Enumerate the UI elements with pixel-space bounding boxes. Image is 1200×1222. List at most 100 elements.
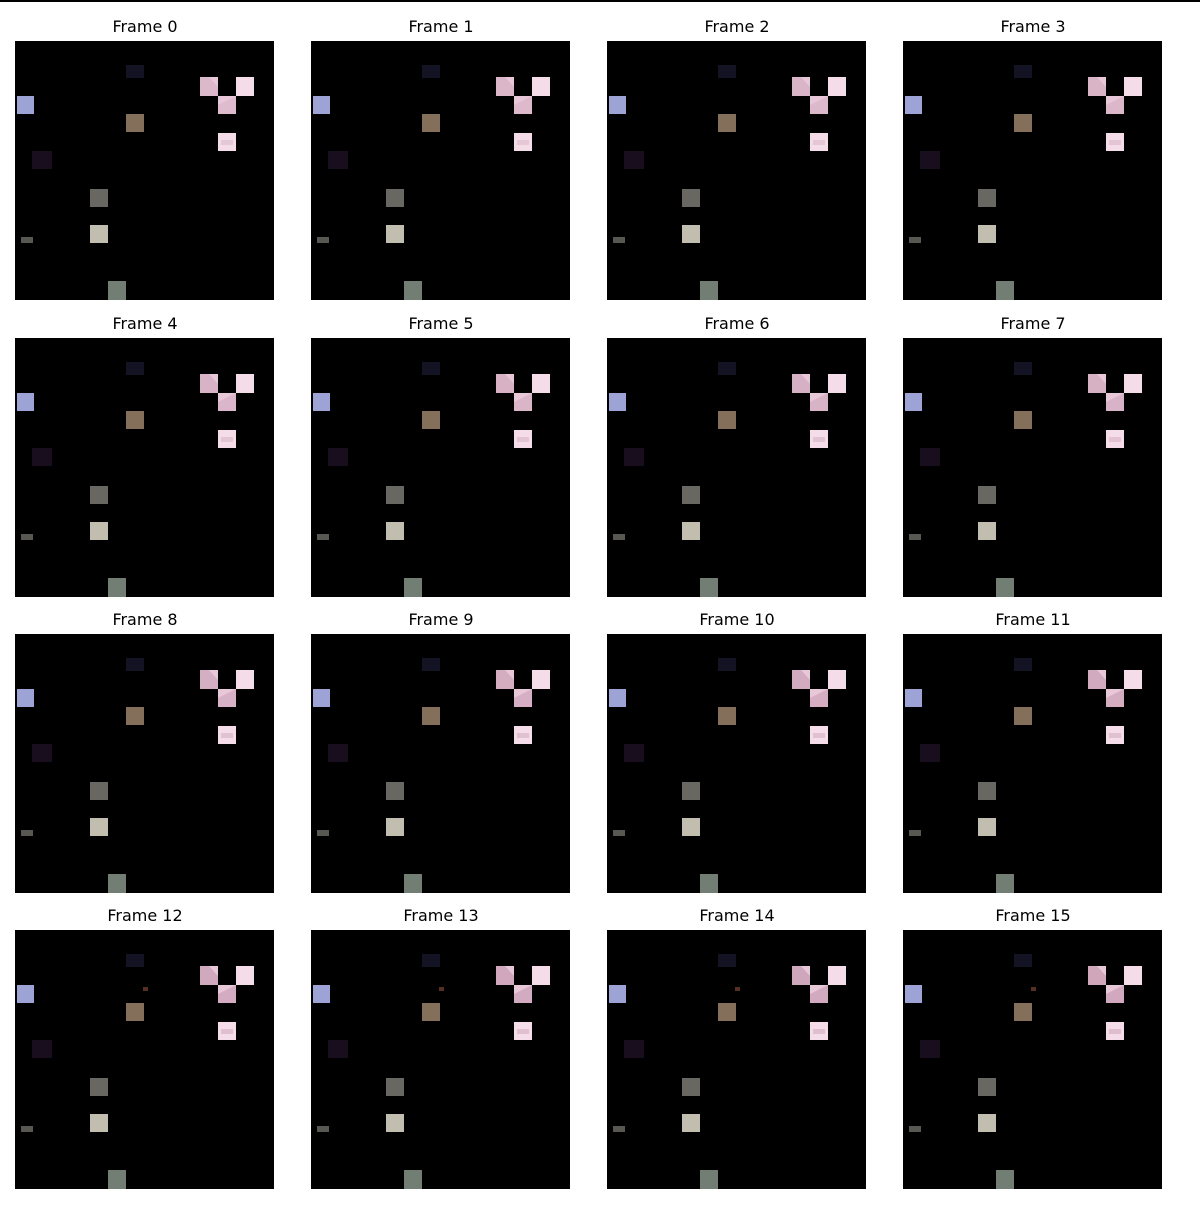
pink-shadow	[517, 733, 529, 738]
pink-shadow	[218, 393, 236, 411]
green-tile	[404, 281, 422, 300]
pink-tile	[218, 393, 236, 411]
pink-shadow	[218, 985, 236, 1003]
pink-shadow	[813, 437, 825, 442]
pink-shadow	[514, 985, 532, 1003]
pink-shadow	[514, 393, 532, 411]
frame-title: Frame 5	[408, 314, 474, 333]
frame-panel: Frame 2	[607, 0, 867, 300]
brown-tile	[422, 114, 440, 132]
lavender-tile	[313, 985, 330, 1003]
frame-title: Frame 6	[704, 314, 770, 333]
frame-panel: Frame 1	[311, 0, 571, 300]
grey-tile	[90, 1078, 108, 1096]
brown-tile	[422, 1003, 440, 1021]
pink-shadow	[517, 437, 529, 442]
pink-shadow	[517, 140, 529, 145]
dark-tile	[126, 65, 144, 78]
pink-tile	[810, 133, 828, 151]
pink-shadow	[1109, 733, 1121, 738]
grey-tile	[682, 782, 700, 800]
pink-shadow	[200, 374, 218, 393]
green-tile	[996, 1170, 1014, 1189]
lavender-tile	[905, 96, 922, 114]
small-grey-tile	[909, 534, 921, 540]
pink-tile	[532, 374, 550, 393]
dark-tile	[920, 744, 940, 762]
frame-background	[903, 634, 1162, 893]
frame-image	[903, 41, 1162, 300]
frame-panel: Frame 7	[903, 297, 1163, 597]
pink-shadow	[1106, 393, 1124, 411]
frame-title: Frame 12	[107, 906, 183, 925]
top-border-line	[0, 0, 1200, 2]
frame-title: Frame 0	[112, 17, 178, 36]
frame-background	[15, 338, 274, 597]
lavender-tile	[609, 96, 626, 114]
frame-canvas	[607, 41, 866, 300]
pink-tile	[218, 430, 236, 448]
frame-panel: Frame 3	[903, 0, 1163, 300]
pink-shadow	[496, 77, 514, 96]
small-grey-tile	[613, 237, 625, 243]
dark-tile	[920, 151, 940, 169]
pink-tile	[1106, 393, 1124, 411]
pink-tile	[828, 966, 846, 985]
frame-image	[607, 634, 866, 893]
brown-tile	[126, 707, 144, 725]
frame-panel: Frame 12	[15, 889, 275, 1189]
pink-tile	[1106, 96, 1124, 114]
pink-tile	[1124, 670, 1142, 689]
brown-tile	[718, 707, 736, 725]
pink-tile	[236, 374, 254, 393]
pink-tile	[514, 985, 532, 1003]
pink-tile	[792, 670, 810, 689]
frame-background	[311, 338, 570, 597]
dark-tile	[126, 954, 144, 967]
pink-tile	[218, 133, 236, 151]
grey-tile	[682, 486, 700, 504]
frame-title: Frame 13	[403, 906, 479, 925]
pink-shadow	[810, 393, 828, 411]
frame-canvas	[903, 338, 1162, 597]
pink-tile	[532, 966, 550, 985]
frame-title: Frame 8	[112, 610, 178, 629]
light-grey-tile	[682, 818, 700, 836]
pink-tile	[810, 393, 828, 411]
dark-tile	[32, 151, 52, 169]
pink-tile	[810, 96, 828, 114]
lavender-tile	[609, 689, 626, 707]
brown-tile	[126, 1003, 144, 1021]
dark-tile	[126, 362, 144, 375]
pink-tile	[514, 96, 532, 114]
pink-shadow	[1109, 140, 1121, 145]
grey-tile	[90, 189, 108, 207]
small-accent	[1031, 987, 1036, 991]
frame-image	[311, 930, 570, 1189]
brown-tile	[126, 411, 144, 429]
frame-title: Frame 1	[408, 17, 474, 36]
lavender-tile	[609, 393, 626, 411]
pink-shadow	[1106, 689, 1124, 707]
frame-background	[15, 41, 274, 300]
frame-canvas	[903, 41, 1162, 300]
pink-tile	[514, 430, 532, 448]
lavender-tile	[905, 689, 922, 707]
pink-tile	[514, 393, 532, 411]
brown-tile	[1014, 411, 1032, 429]
frame-title: Frame 14	[699, 906, 775, 925]
lavender-tile	[609, 985, 626, 1003]
pink-shadow	[1088, 77, 1106, 96]
frame-canvas	[15, 930, 274, 1189]
dark-tile	[1014, 954, 1032, 967]
lavender-tile	[313, 96, 330, 114]
small-grey-tile	[21, 1126, 33, 1132]
frame-background	[903, 930, 1162, 1189]
pink-tile	[236, 670, 254, 689]
frame-image	[15, 634, 274, 893]
small-grey-tile	[21, 237, 33, 243]
frame-title: Frame 9	[408, 610, 474, 629]
pink-tile	[1124, 77, 1142, 96]
light-grey-tile	[90, 225, 108, 243]
pink-tile	[1088, 374, 1106, 393]
